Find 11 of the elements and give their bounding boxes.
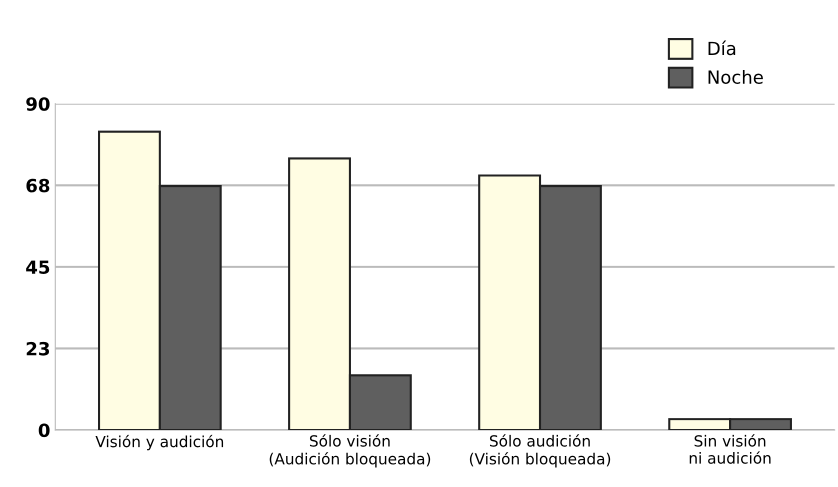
x-tick-label: Sin visión ni audición [690, 434, 771, 464]
x-tick-label: Sólo visión (Audición bloqueada) [270, 434, 430, 468]
y-tick-label: 45 [26, 260, 50, 274]
x-tick-label: Sólo audición (Visión bloqueada) [470, 434, 610, 468]
y-tick-label: 68 [26, 178, 50, 192]
y-tick-label: 23 [26, 342, 50, 356]
legend-label: Noche [708, 70, 763, 84]
x-tick-label: Visión y audición [95, 434, 224, 450]
legend-label: Día [708, 40, 736, 56]
y-tick-label: 0 [38, 423, 50, 438]
y-tick-label: 90 [26, 97, 50, 111]
